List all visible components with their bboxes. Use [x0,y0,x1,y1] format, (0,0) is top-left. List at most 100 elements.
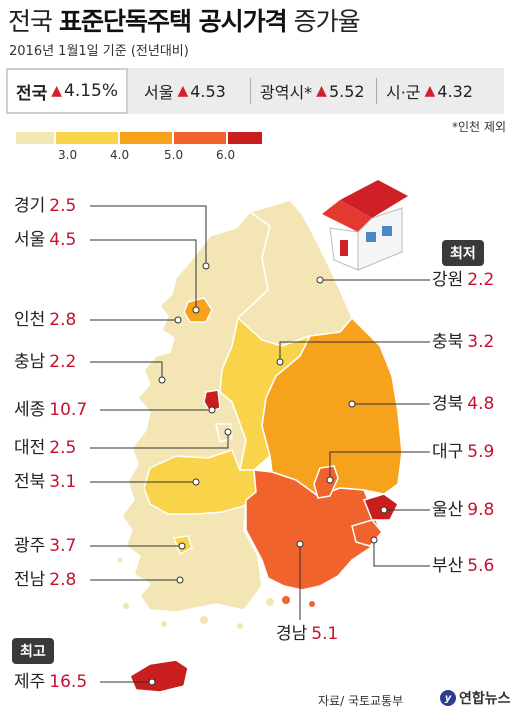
region-value: 2.2 [467,270,495,290]
region-value: 4.5 [49,230,77,250]
dot-busan [370,536,378,544]
leader-seoul [90,239,197,310]
summary-seoul-value: 4.53 [190,81,226,101]
label-daegu: 대구 5.9 [432,442,494,462]
legend-swatch [228,132,262,144]
label-gangwon: 강원 2.2 [432,270,494,290]
region-value: 5.9 [467,442,495,462]
legend-tick: 4.0 [110,148,130,162]
region-name: 대구 [432,442,464,462]
summary-metro-label: 광역시* [260,83,313,102]
leader-lines [90,205,430,683]
region-name: 인천 [14,310,46,330]
region-name: 전남 [14,570,46,590]
dot-chungnam [158,376,166,384]
up-triangle-icon: ▲ [51,83,63,99]
region-name: 세종 [14,400,46,420]
summary-sigun-value: 4.32 [437,81,473,101]
label-jeonbuk: 전북 3.1 [14,472,76,492]
footnote: *인천 제외 [452,120,506,134]
region-jeju [129,659,189,693]
dot-gangwon [316,276,324,284]
yonhap-logo-icon: y [440,690,456,706]
dot-gyeongnam [296,540,304,548]
summary-divider [376,78,377,104]
islands-south [282,596,315,607]
summary-national-label: 전국 [15,83,48,104]
region-name: 광주 [14,536,46,556]
label-sejong: 세종 10.7 [14,400,87,420]
publisher-logo: y 연합뉴스 [440,688,511,708]
source-credit: 자료/ 국토교통부 [318,694,404,708]
region-value: 2.5 [49,438,77,458]
leader-chungnam [90,361,163,380]
region-name: 울산 [432,500,464,520]
label-gwangju: 광주 3.7 [14,536,76,556]
leader-gyeonggi [90,205,207,266]
region-value: 3.2 [467,332,495,352]
leader-daejeon [90,432,229,449]
dot-daejeon [224,428,232,436]
label-busan: 부산 5.6 [432,556,494,576]
leader-chungbuk [279,341,430,362]
region-name: 서울 [14,230,46,250]
region-value: 3.1 [49,472,77,492]
region-name: 경남 [276,624,308,644]
dot-gyeongbuk [348,400,356,408]
title-part2: 표준단독주택 공시가격 [58,7,288,36]
location-dots [148,262,388,686]
page-title: 전국 표준단독주택 공시가격 증가율 [8,2,361,38]
legend-swatch [56,132,118,144]
region-value: 16.5 [49,672,88,692]
region-name: 부산 [432,556,464,576]
region-value: 2.2 [49,352,77,372]
region-name: 경기 [14,196,46,216]
dot-sejong [208,406,216,414]
summary-metro: 광역시* ▲ 5.52 [260,68,365,114]
region-value: 10.7 [49,400,88,420]
label-jeju: 제주 16.5 [14,672,87,692]
region-daegu [313,465,339,499]
dot-daegu [326,476,334,484]
region-name: 충북 [432,332,464,352]
tag-lowest: 최저 [442,240,484,266]
summary-metro-value: 5.52 [328,81,365,101]
region-value: 2.8 [49,310,77,330]
summary-national-value: 4.15% [64,81,119,101]
label-gyeongnam: 경남 5.1 [276,624,338,644]
label-chungnam: 충남 2.2 [14,352,76,372]
legend-swatch [120,132,172,144]
dot-ulsan [380,506,388,514]
label-gyeonggi: 경기 2.5 [14,196,76,216]
dot-chungbuk [276,358,284,366]
dot-jeonnam [176,576,184,584]
region-name: 제주 [14,672,46,692]
label-seoul: 서울 4.5 [14,230,76,250]
dot-gwangju [178,542,186,550]
label-ulsan: 울산 9.8 [432,500,494,520]
legend-tick: 5.0 [164,148,184,162]
label-incheon: 인천 2.8 [14,310,76,330]
tag-highest: 최고 [12,638,54,664]
label-daejeon: 대전 2.5 [14,438,76,458]
dot-seoul [192,306,200,314]
summary-bar: 전국 ▲ 4.15% 서울 ▲ 4.53 광역시* ▲ 5.52 시·군 ▲ 4… [6,68,504,114]
region-name: 충남 [14,352,46,372]
islands [117,557,274,629]
label-gyeongbuk: 경북 4.8 [432,394,494,414]
leader-daegu [329,451,430,480]
dot-gyeonggi [202,262,210,270]
up-triangle-icon: ▲ [316,83,327,99]
summary-sigun: 시·군 ▲ 4.32 [386,68,473,114]
region-value: 5.1 [311,624,339,644]
legend-tick: 3.0 [58,148,78,162]
legend-tick: 6.0 [216,148,236,162]
subtitle: 2016년 1월1일 기준 (전년대비) [9,44,189,59]
up-triangle-icon: ▲ [177,83,189,99]
region-value: 4.8 [467,394,495,414]
region-value: 5.6 [467,556,495,576]
legend-swatch [174,132,226,144]
house-icon [322,180,408,271]
dot-incheon [174,316,182,324]
